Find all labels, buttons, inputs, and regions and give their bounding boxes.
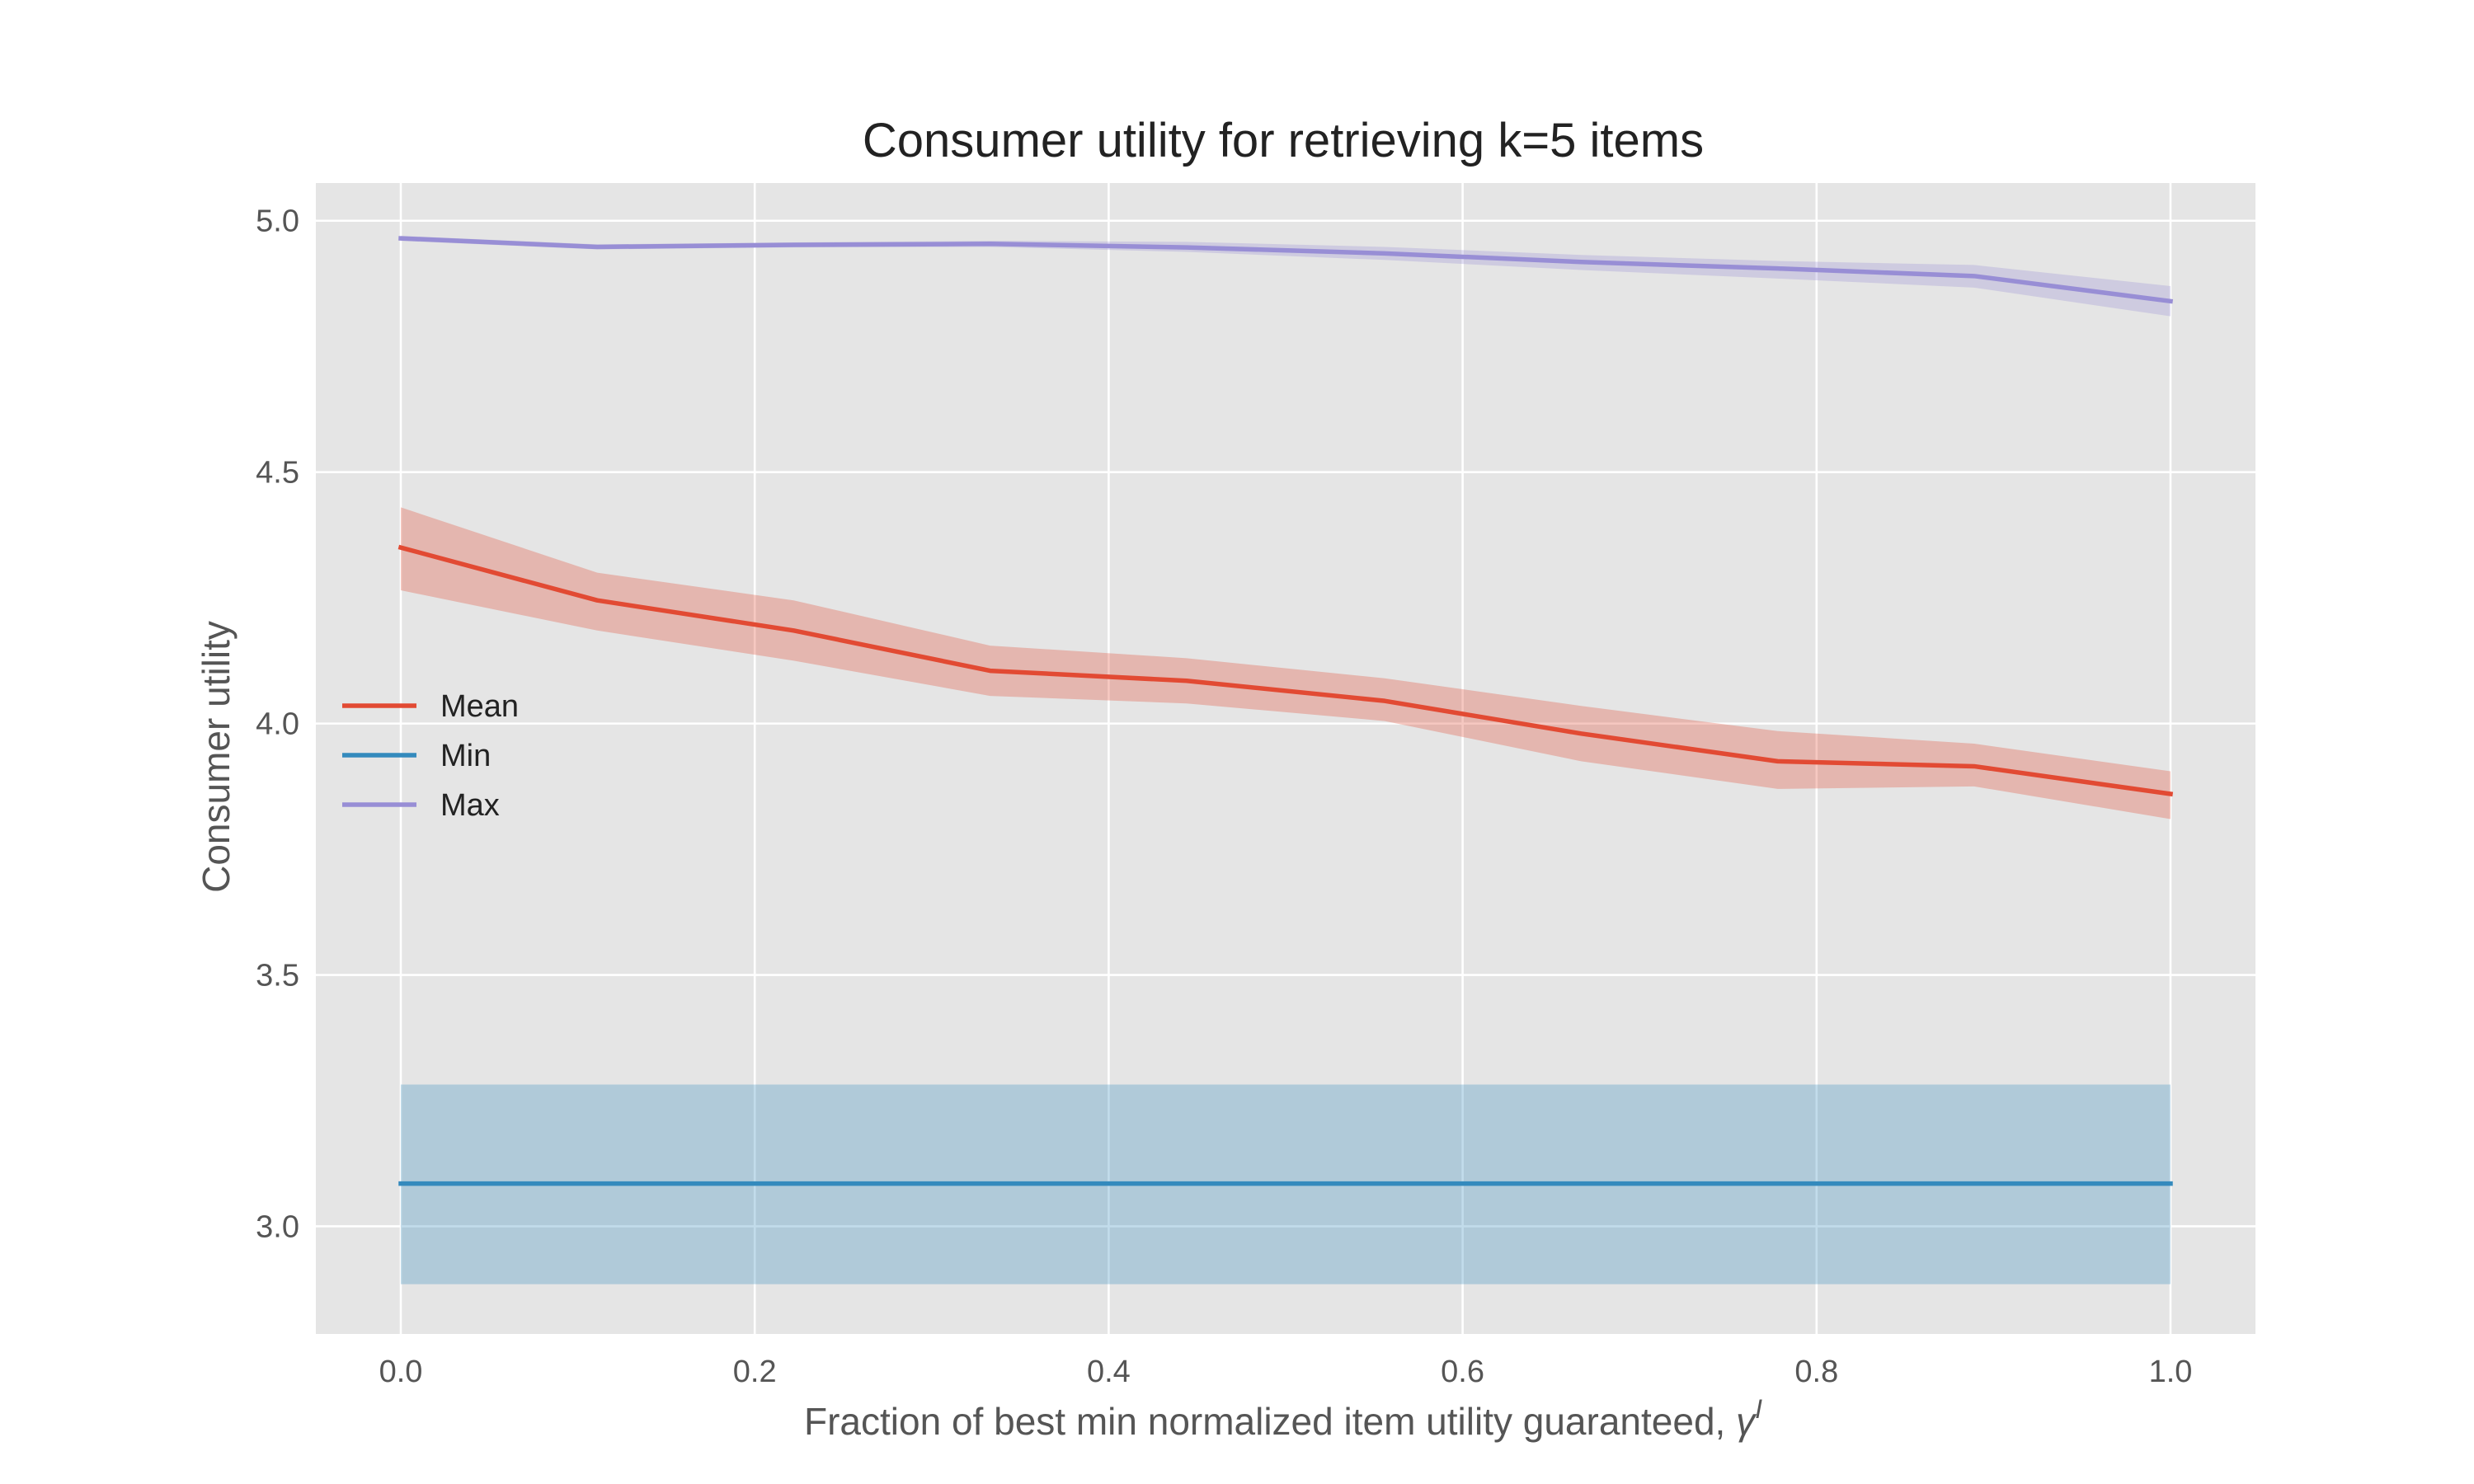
x-axis-label: Fraction of best min normalized item uti… — [804, 1394, 1762, 1443]
legend-label-max: Max — [440, 788, 500, 823]
x-axis-label-text: Fraction of best min normalized item uti… — [804, 1400, 1736, 1443]
line-mean — [397, 544, 2174, 797]
x-axis-label-superscript: I — [1755, 1394, 1762, 1424]
x-tick-label: 0.8 — [1794, 1355, 1838, 1389]
y-tick-label: 4.5 — [256, 456, 299, 491]
x-tick-label: 0.2 — [733, 1355, 777, 1389]
x-tick-label: 0.0 — [379, 1355, 423, 1389]
series-lines — [397, 236, 2174, 1186]
legend: Mean Min Max — [342, 689, 519, 823]
legend-label-mean: Mean — [440, 689, 519, 724]
y-tick-label: 3.0 — [256, 1209, 299, 1244]
x-tick-label: 0.6 — [1441, 1355, 1484, 1389]
x-tick-labels: 0.0 0.2 0.4 0.6 0.8 1.0 — [379, 1355, 2193, 1389]
legend-label-min: Min — [440, 739, 491, 773]
line-max — [398, 236, 2174, 304]
grid — [316, 183, 2255, 1334]
chart-title: Consumer utility for retrieving k=5 item… — [863, 114, 1704, 167]
band-mean — [401, 507, 2171, 819]
x-tick-label: 0.4 — [1087, 1355, 1131, 1389]
y-tick-label: 3.5 — [256, 959, 299, 993]
y-tick-label: 4.0 — [256, 707, 299, 742]
plot-area — [316, 183, 2255, 1334]
x-axis-label-symbol: γ — [1736, 1400, 1757, 1443]
y-axis-label: Consumer utility — [195, 621, 238, 893]
x-tick-label: 1.0 — [2149, 1355, 2193, 1389]
y-tick-labels: 3.0 3.5 4.0 4.5 5.0 — [256, 204, 299, 1245]
y-tick-label: 5.0 — [256, 204, 299, 239]
